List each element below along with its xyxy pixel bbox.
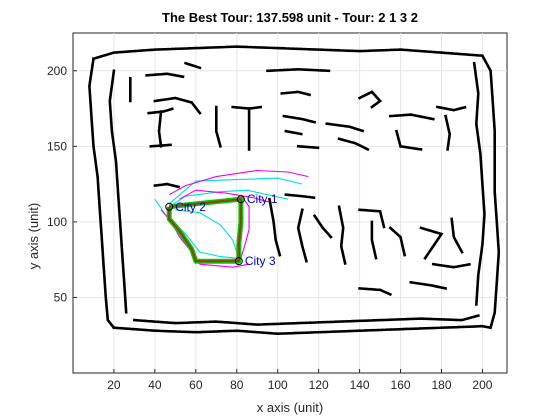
obstacle-outline xyxy=(133,314,480,326)
obstacle-outline xyxy=(312,213,333,239)
y-axis-ticks: 50 100 150 200 xyxy=(47,64,77,304)
obstacle-outline xyxy=(145,72,186,79)
city-label: City 1 xyxy=(247,192,278,206)
obstacle-outline xyxy=(91,45,501,330)
obstacle-outline xyxy=(444,114,452,151)
obstacle-outline xyxy=(435,105,468,112)
city-label: City 3 xyxy=(245,254,276,268)
exploration-path-magenta xyxy=(168,169,309,196)
exploration-path-magenta xyxy=(179,189,270,203)
obstacle-outline xyxy=(472,61,486,307)
x-tick-label: 60 xyxy=(189,378,203,392)
x-tick-label: 160 xyxy=(391,378,411,392)
exploration-path-cyan xyxy=(175,209,238,253)
obstacle-outline xyxy=(284,193,317,200)
obstacle-outline xyxy=(358,208,386,230)
obstacle-outline xyxy=(231,105,263,110)
obstacle-outline xyxy=(419,226,444,261)
obstacle-outline xyxy=(296,208,308,263)
exploration-path-cyan xyxy=(168,177,303,205)
obstacle-outline xyxy=(337,137,370,152)
obstacle-outline xyxy=(88,57,116,330)
x-axis-ticks: 20 40 60 80 100 120 140 160 180 200 xyxy=(107,369,493,392)
obstacle-outline xyxy=(282,114,317,124)
obstacle-outline xyxy=(108,69,128,314)
obstacle-outline xyxy=(153,96,202,115)
x-axis-label: x axis (unit) xyxy=(257,400,323,415)
axes-box xyxy=(72,32,508,374)
city-marker xyxy=(165,202,174,211)
obstacle-outline xyxy=(147,106,175,115)
plot-area: City 1 City 2 City 3 xyxy=(72,32,508,374)
exploration-path-magenta xyxy=(240,194,250,259)
x-tick-label: 180 xyxy=(431,378,451,392)
obstacle-outline xyxy=(183,61,202,70)
obstacle-outline xyxy=(325,122,366,133)
obstacle-outline xyxy=(409,280,448,290)
obstacle-outline xyxy=(450,217,464,254)
obstacle-outline xyxy=(337,205,347,266)
obstacle-outline xyxy=(266,67,331,73)
city-label: City 2 xyxy=(175,200,206,214)
y-axis-label: y axis (unit) xyxy=(26,203,41,269)
obstacle-outline xyxy=(215,105,222,148)
city-marker xyxy=(236,195,245,204)
x-tick-label: 40 xyxy=(148,378,162,392)
exploration-paths xyxy=(154,169,309,268)
obstacle-outline xyxy=(284,129,304,136)
obstacle-outline xyxy=(280,90,313,97)
city-marker xyxy=(234,257,243,266)
cities: City 1 City 2 City 3 xyxy=(165,192,278,268)
x-tick-label: 200 xyxy=(472,378,492,392)
grid-lines xyxy=(73,33,507,373)
x-tick-label: 120 xyxy=(309,378,329,392)
obstacle-outline xyxy=(388,226,407,257)
obstacle-outline xyxy=(157,110,163,148)
obstacle-outline xyxy=(394,129,423,151)
obstacle-outline xyxy=(112,324,493,336)
y-tick-label: 200 xyxy=(47,64,67,78)
obstacle-outline xyxy=(388,113,435,121)
obstacle-map xyxy=(88,45,501,336)
obstacle-outline xyxy=(153,182,182,189)
obstacle-outline xyxy=(357,90,383,109)
obstacle-outline xyxy=(267,197,282,257)
x-tick-label: 100 xyxy=(268,378,288,392)
obstacle-outline xyxy=(358,287,393,297)
obstacle-outline xyxy=(431,262,472,269)
chart-title: The Best Tour: 137.598 unit - Tour: 2 1 … xyxy=(162,10,418,25)
obstacle-outline xyxy=(296,144,321,150)
tour-path xyxy=(168,198,242,263)
y-tick-label: 50 xyxy=(54,290,68,304)
y-tick-label: 100 xyxy=(47,215,67,229)
x-tick-label: 80 xyxy=(230,378,244,392)
x-tick-label: 140 xyxy=(350,378,370,392)
x-tick-label: 20 xyxy=(107,378,121,392)
best-tour xyxy=(166,196,244,264)
obstacle-outline xyxy=(370,220,378,260)
y-tick-label: 150 xyxy=(47,139,67,153)
obstacle-outline xyxy=(149,143,173,148)
